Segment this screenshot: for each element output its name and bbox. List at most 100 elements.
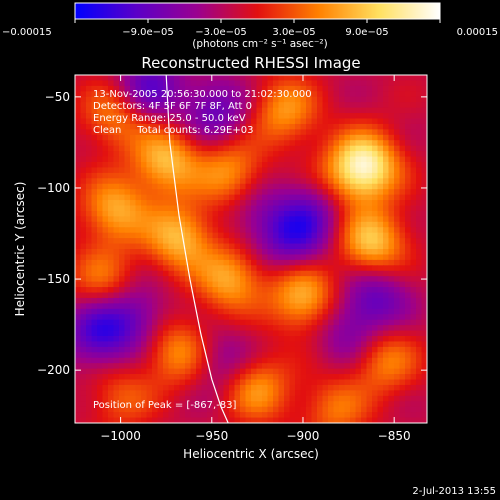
- heatmap-cell: [273, 395, 280, 402]
- heatmap-cell: [311, 395, 318, 402]
- heatmap-cell: [91, 287, 98, 294]
- heatmap-cell: [113, 325, 120, 332]
- heatmap-cell: [322, 172, 329, 179]
- heatmap-cell: [339, 140, 346, 147]
- heatmap-cell: [240, 374, 247, 381]
- heatmap-cell: [295, 395, 302, 402]
- heatmap-cell: [240, 80, 247, 87]
- heatmap-cell: [300, 129, 307, 136]
- heatmap-cell: [212, 85, 219, 92]
- heatmap-cell: [196, 102, 203, 109]
- heatmap-cell: [119, 406, 126, 413]
- heatmap-cell: [421, 406, 427, 413]
- heatmap-cell: [256, 303, 263, 310]
- heatmap-cell: [317, 336, 324, 343]
- heatmap-cell: [361, 194, 368, 201]
- heatmap-cell: [179, 134, 186, 141]
- heatmap-cell: [399, 276, 406, 283]
- heatmap-cell: [300, 107, 307, 114]
- heatmap-cell: [273, 292, 280, 299]
- heatmap-cell: [394, 210, 401, 217]
- heatmap-cell: [80, 205, 87, 212]
- heatmap-cell: [273, 140, 280, 147]
- heatmap-cell: [267, 162, 274, 169]
- heatmap-cell: [372, 113, 379, 120]
- heatmap-cell: [163, 357, 170, 364]
- heatmap-cell: [152, 91, 159, 98]
- heatmap-cell: [355, 346, 362, 353]
- heatmap-cell: [80, 210, 87, 217]
- heatmap-cell: [399, 85, 406, 92]
- heatmap-cell: [306, 303, 313, 310]
- heatmap-cell: [75, 75, 82, 82]
- heatmap-cell: [97, 243, 104, 250]
- heatmap-cell: [421, 265, 427, 272]
- heatmap-cell: [229, 374, 236, 381]
- heatmap-cell: [383, 374, 390, 381]
- heatmap-cell: [416, 265, 423, 272]
- heatmap-cell: [262, 292, 269, 299]
- heatmap-cell: [355, 287, 362, 294]
- heatmap-cell: [416, 281, 423, 288]
- heatmap-cell: [273, 178, 280, 185]
- heatmap-cell: [146, 232, 153, 239]
- heatmap-cell: [300, 281, 307, 288]
- heatmap-cell: [394, 189, 401, 196]
- heatmap-cell: [245, 390, 252, 397]
- heatmap-cell: [234, 129, 241, 136]
- heatmap-cell: [278, 412, 285, 419]
- heatmap-cell: [229, 172, 236, 179]
- heatmap-cell: [295, 113, 302, 120]
- heatmap-cell: [278, 401, 285, 408]
- heatmap-cell: [361, 401, 368, 408]
- heatmap-cell: [366, 406, 373, 413]
- heatmap-cell: [350, 107, 357, 114]
- heatmap-cell: [256, 330, 263, 337]
- heatmap-cell: [185, 292, 192, 299]
- heatmap-cell: [317, 341, 324, 348]
- heatmap-cell: [141, 330, 148, 337]
- heatmap-cell: [201, 395, 208, 402]
- heatmap-cell: [278, 145, 285, 152]
- heatmap-cell: [119, 172, 126, 179]
- heatmap-cell: [355, 368, 362, 375]
- heatmap-cell: [168, 216, 175, 223]
- heatmap-cell: [278, 134, 285, 141]
- heatmap-cell: [383, 145, 390, 152]
- heatmap-cell: [218, 156, 225, 163]
- heatmap-cell: [108, 134, 115, 141]
- heatmap-cell: [333, 417, 340, 423]
- heatmap-cell: [355, 216, 362, 223]
- heatmap-cell: [229, 417, 236, 423]
- heatmap-cell: [146, 102, 153, 109]
- heatmap-cell: [179, 145, 186, 152]
- heatmap-cell: [361, 292, 368, 299]
- heatmap-cell: [350, 287, 357, 294]
- heatmap-cell: [157, 91, 164, 98]
- heatmap-cell: [416, 259, 423, 266]
- heatmap-cell: [207, 238, 214, 245]
- heatmap-cell: [289, 401, 296, 408]
- heatmap-cell: [339, 167, 346, 174]
- heatmap-cell: [278, 123, 285, 130]
- heatmap-cell: [201, 287, 208, 294]
- heatmap-cell: [339, 379, 346, 386]
- heatmap-cell: [201, 297, 208, 304]
- heatmap-cell: [410, 194, 417, 201]
- heatmap-cell: [339, 145, 346, 152]
- heatmap-cell: [328, 363, 335, 370]
- heatmap-cell: [240, 270, 247, 277]
- heatmap-cell: [372, 401, 379, 408]
- heatmap-cell: [240, 384, 247, 391]
- heatmap-cell: [196, 200, 203, 207]
- heatmap-cell: [163, 205, 170, 212]
- heatmap-cell: [152, 232, 159, 239]
- heatmap-cell: [229, 107, 236, 114]
- heatmap-cell: [328, 107, 335, 114]
- heatmap-cell: [190, 85, 197, 92]
- heatmap-cell: [355, 325, 362, 332]
- heatmap-cell: [405, 221, 412, 228]
- heatmap-cell: [97, 336, 104, 343]
- heatmap-cell: [174, 412, 181, 419]
- heatmap-cell: [119, 151, 126, 158]
